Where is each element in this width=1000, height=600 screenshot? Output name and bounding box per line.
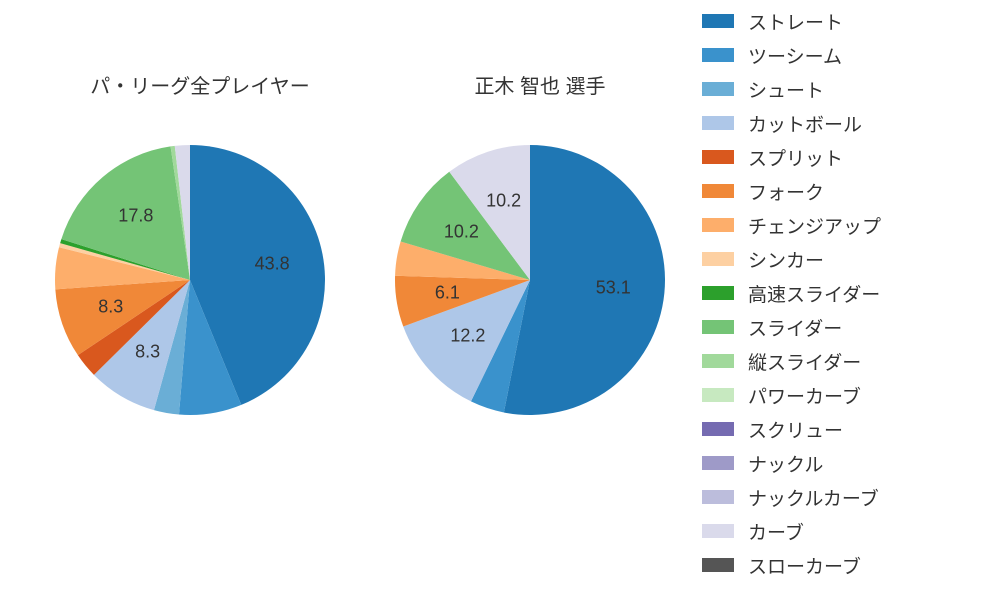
legend-item: ツーシーム (702, 38, 992, 72)
legend-item: フォーク (702, 174, 992, 208)
pie-title: 正木 智也 選手 (400, 70, 680, 99)
slice-label: 10.2 (444, 222, 479, 243)
legend-swatch (702, 184, 734, 198)
legend-label: カーブ (748, 518, 804, 545)
slice-label: 12.2 (450, 326, 485, 347)
legend-item: 縦スライダー (702, 344, 992, 378)
legend-label: 縦スライダー (748, 348, 861, 375)
legend-label: ストレート (748, 8, 843, 35)
legend-label: シュート (748, 76, 824, 103)
legend-label: スクリュー (748, 416, 843, 443)
legend-item: 高速スライダー (702, 276, 992, 310)
slice-label: 53.1 (596, 278, 631, 299)
legend-swatch (702, 218, 734, 232)
legend-swatch (702, 558, 734, 572)
legend: ストレートツーシームシュートカットボールスプリットフォークチェンジアップシンカー… (702, 0, 992, 582)
legend-label: ナックル (748, 450, 823, 477)
legend-swatch (702, 422, 734, 436)
legend-swatch (702, 150, 734, 164)
legend-item: スローカーブ (702, 548, 992, 582)
legend-swatch (702, 388, 734, 402)
legend-label: ツーシーム (748, 42, 842, 69)
legend-label: 高速スライダー (748, 280, 880, 307)
chart-container: パ・リーグ全プレイヤー 43.8 8.3 8.3 17.8 正木 智也 選手 53.1 12.… (0, 0, 1000, 600)
legend-item: チェンジアップ (702, 208, 992, 242)
legend-item: ストレート (702, 4, 992, 38)
legend-label: シンカー (748, 246, 824, 273)
legend-item: ナックル (702, 446, 992, 480)
legend-swatch (702, 286, 734, 300)
legend-label: ナックルカーブ (748, 484, 879, 511)
legend-item: スライダー (702, 310, 992, 344)
legend-swatch (702, 354, 734, 368)
legend-item: ナックルカーブ (702, 480, 992, 514)
legend-label: カットボール (748, 110, 862, 137)
legend-item: スプリット (702, 140, 992, 174)
legend-label: パワーカーブ (748, 382, 861, 409)
slice-label: 17.8 (118, 206, 153, 227)
slice-label: 43.8 (255, 253, 290, 274)
legend-swatch (702, 116, 734, 130)
legend-swatch (702, 524, 734, 538)
pie-chart-area: パ・リーグ全プレイヤー 43.8 8.3 8.3 17.8 正木 智也 選手 53.1 12.… (0, 0, 700, 600)
legend-swatch (702, 82, 734, 96)
slice-label: 6.1 (435, 283, 460, 304)
legend-item: カーブ (702, 514, 992, 548)
pie-title: パ・リーグ全プレイヤー (60, 70, 340, 99)
legend-label: スローカーブ (748, 552, 861, 579)
legend-swatch (702, 252, 734, 266)
legend-swatch (702, 48, 734, 62)
slice-label: 10.2 (486, 190, 521, 211)
slice-label: 8.3 (135, 342, 160, 363)
slice-label: 8.3 (98, 297, 123, 318)
legend-swatch (702, 14, 734, 28)
legend-item: スクリュー (702, 412, 992, 446)
legend-label: スライダー (748, 314, 842, 341)
legend-label: スプリット (748, 144, 843, 171)
legend-swatch (702, 456, 734, 470)
legend-item: パワーカーブ (702, 378, 992, 412)
legend-swatch (702, 490, 734, 504)
legend-item: シュート (702, 72, 992, 106)
legend-item: カットボール (702, 106, 992, 140)
legend-swatch (702, 320, 734, 334)
legend-item: シンカー (702, 242, 992, 276)
legend-label: チェンジアップ (748, 212, 881, 239)
legend-label: フォーク (748, 178, 824, 205)
